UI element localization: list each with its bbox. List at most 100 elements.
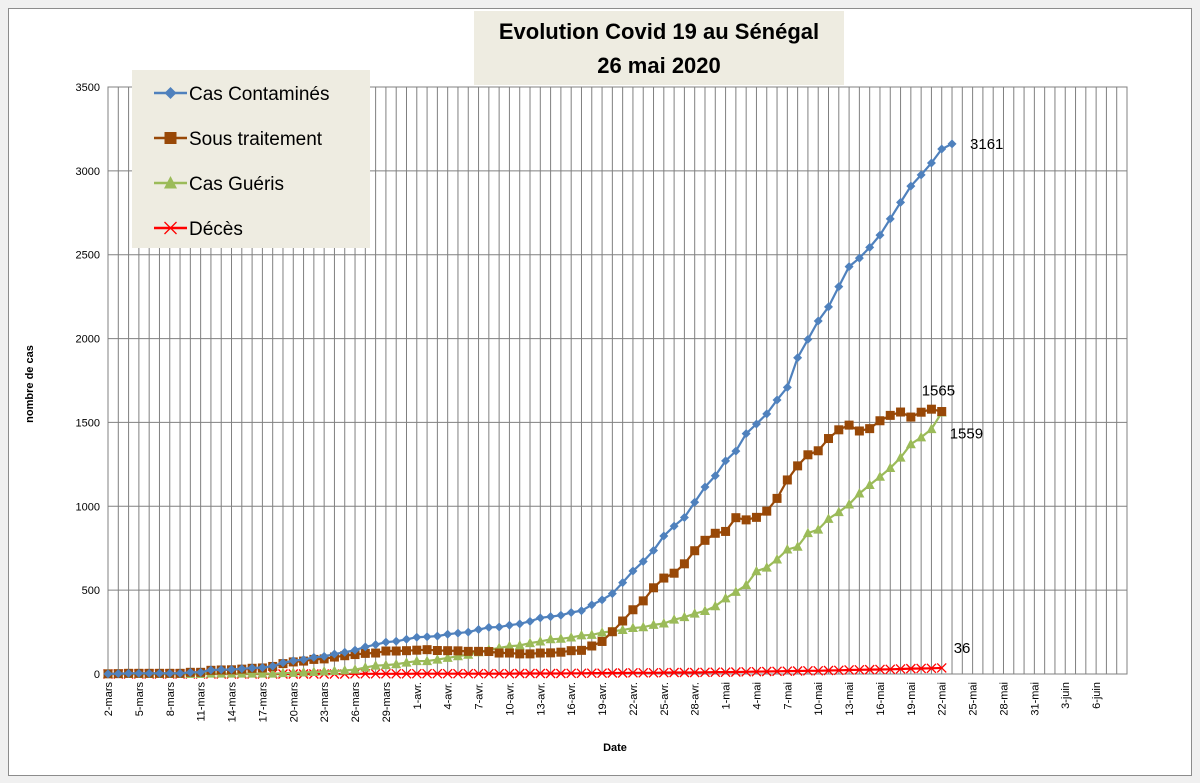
data-point-diamond <box>556 610 566 620</box>
data-point-diamond <box>669 521 679 531</box>
data-point-triangle <box>535 635 546 646</box>
data-point-square <box>525 649 535 659</box>
data-point-triangle <box>916 431 927 442</box>
x-tick-label: 14-mars <box>227 682 239 723</box>
data-point-diamond <box>227 664 237 674</box>
legend-item: Décès <box>154 219 243 240</box>
last-value-label: 1565 <box>922 383 955 400</box>
data-point-triangle <box>267 668 278 678</box>
legend-label: Cas Guéris <box>189 174 284 195</box>
y-tick-label: 2000 <box>76 334 100 346</box>
data-point-square <box>360 648 370 658</box>
data-point-square <box>731 513 741 523</box>
data-point-diamond <box>515 619 525 629</box>
data-point-diamond <box>422 632 432 642</box>
data-point-triangle <box>720 592 731 603</box>
x-tick-label: 5-mars <box>134 682 146 717</box>
x-tick-label: 10-mai <box>813 682 825 716</box>
data-point-x <box>885 664 896 675</box>
data-point-diamond <box>700 482 710 492</box>
grid <box>107 86 1128 675</box>
data-point-triangle <box>432 654 443 664</box>
data-point-x <box>813 665 824 676</box>
data-point-triangle <box>761 562 772 572</box>
x-tick-label: 4-mai <box>751 682 763 710</box>
data-point-x <box>607 668 618 678</box>
data-point-diamond <box>299 655 309 665</box>
data-point-diamond <box>134 668 144 678</box>
data-point-triangle <box>370 660 381 670</box>
data-point-x <box>689 667 700 678</box>
last-value-label: 36 <box>954 640 971 657</box>
data-point-square <box>782 475 792 485</box>
data-point-triangle <box>792 541 803 551</box>
data-point-square <box>875 416 885 426</box>
data-point-square <box>556 647 566 657</box>
x-tick-label: 19-avr. <box>597 682 609 716</box>
x-tick-label: 22-avr. <box>628 682 640 716</box>
data-point-x <box>648 667 659 678</box>
data-point-square <box>412 645 422 655</box>
x-tick-label: 22-mai <box>937 682 949 716</box>
data-point-square <box>679 559 689 569</box>
data-point-diamond <box>103 669 113 679</box>
data-point-diamond <box>237 664 247 674</box>
data-point-diamond <box>206 665 216 675</box>
series-0 <box>103 139 957 679</box>
data-point-diamond <box>741 429 751 439</box>
data-point-x <box>679 667 690 678</box>
data-point-diamond <box>412 632 422 642</box>
data-point-triangle <box>576 629 587 640</box>
data-point-triangle <box>699 605 710 615</box>
data-point-diamond <box>916 170 926 180</box>
data-point-diamond <box>690 497 700 507</box>
x-tick-label: 3-juin <box>1060 682 1072 709</box>
y-tick-label: 2500 <box>76 250 100 262</box>
x-tick-label: 28-mai <box>998 682 1010 716</box>
data-point-square <box>844 420 854 430</box>
data-point-square <box>803 450 813 460</box>
x-tick-label: 2-mars <box>103 682 115 717</box>
x-tick-label: 25-avr. <box>659 682 671 716</box>
data-point-triangle <box>422 655 433 666</box>
data-point-triangle <box>360 661 371 672</box>
data-point-triangle <box>247 668 258 678</box>
x-tick-label: 13-avr. <box>535 682 547 716</box>
data-point-diamond <box>535 613 545 623</box>
data-point-diamond <box>432 631 442 641</box>
legend-box <box>132 70 370 248</box>
data-point-x <box>483 668 494 679</box>
data-point-square <box>597 636 607 646</box>
data-point-diamond <box>803 334 813 344</box>
data-point-triangle <box>525 637 536 648</box>
data-point-x <box>473 668 484 679</box>
y-tick-label: 1000 <box>76 501 100 513</box>
data-point-x <box>576 668 587 679</box>
data-point-diamond <box>391 636 401 646</box>
data-point-diamond <box>649 546 659 556</box>
data-point-triangle <box>648 619 659 629</box>
data-point-diamond <box>309 652 319 662</box>
data-point-x <box>782 666 793 677</box>
data-point-square <box>587 641 597 651</box>
data-point-triangle <box>288 667 299 677</box>
data-point-square <box>381 646 391 656</box>
x-tick-label: 16-mai <box>875 682 887 716</box>
chart-title: Evolution Covid 19 au Sénégal <box>499 19 819 44</box>
data-point-x <box>597 668 608 679</box>
data-point-triangle <box>802 527 813 538</box>
data-point-square <box>494 648 504 658</box>
y-tick-label: 1500 <box>76 417 100 429</box>
data-point-square <box>741 515 751 525</box>
data-point-triangle <box>391 658 402 669</box>
data-point-square <box>371 648 381 658</box>
data-point-diamond <box>587 600 597 610</box>
data-point-x <box>463 668 474 679</box>
data-point-x <box>442 668 453 679</box>
data-point-diamond <box>772 395 782 405</box>
x-axis-label: Date <box>603 742 627 754</box>
x-tick-label: 1-avr. <box>412 682 424 710</box>
data-point-triangle <box>401 657 412 667</box>
data-point-square <box>546 648 556 658</box>
data-point-diamond <box>875 230 885 240</box>
